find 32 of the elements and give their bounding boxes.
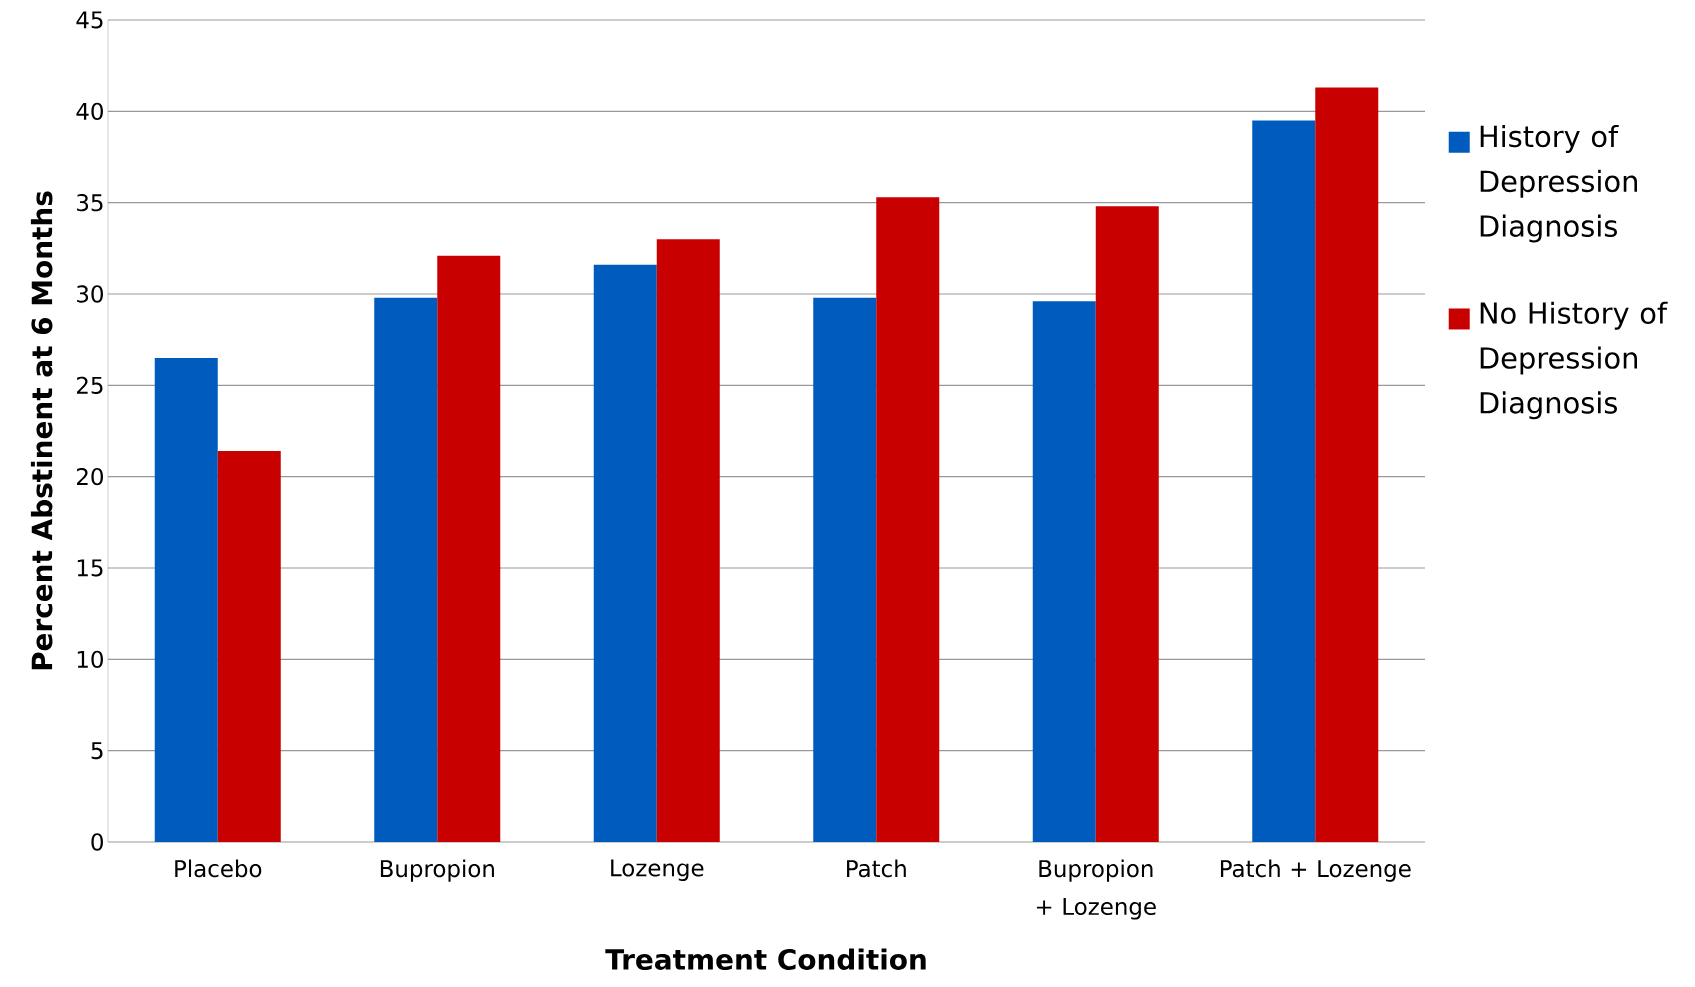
- legend-label: History of Depression Diagnosis: [1480, 124, 1637, 243]
- bar: [1032, 301, 1096, 842]
- y-tick-label: 15: [77, 559, 103, 577]
- y-tick-label: 35: [77, 193, 103, 212]
- x-tick-label: Bupropion + Lozenge: [1036, 859, 1156, 920]
- y-tick-label: 0: [91, 833, 103, 851]
- y-tick-label: 45: [76, 11, 103, 29]
- y-tick-label: 40: [76, 102, 103, 120]
- x-tick-label: Lozenge: [611, 859, 704, 881]
- x-axis-title: Treatment Condition: [605, 948, 926, 970]
- legend-label: No History of Depression Diagnosis: [1480, 301, 1668, 420]
- bar: [1095, 206, 1159, 842]
- x-tick-label: Bupropion: [380, 859, 494, 882]
- y-tick-label: 20: [77, 467, 103, 486]
- bar: [813, 297, 877, 842]
- bar: [154, 357, 218, 842]
- bar: [1315, 87, 1379, 842]
- bar: [437, 255, 501, 842]
- x-tick-label: Patch + Lozenge: [1220, 859, 1411, 882]
- y-axis-title: Percent Abstinent at 6 Months: [30, 191, 53, 670]
- bar: [656, 239, 720, 842]
- y-tick-label: 5: [91, 742, 103, 760]
- bar: [593, 264, 657, 842]
- y-tick-label: 30: [77, 285, 103, 303]
- bar: [876, 197, 940, 842]
- bar: [1252, 120, 1316, 842]
- x-tick-label: Patch: [847, 859, 906, 878]
- bar: [374, 297, 438, 842]
- x-tick-label: Placebo: [175, 859, 262, 878]
- bar: [217, 451, 281, 842]
- y-tick-label: 25: [77, 376, 103, 394]
- y-tick-label: 10: [77, 650, 103, 668]
